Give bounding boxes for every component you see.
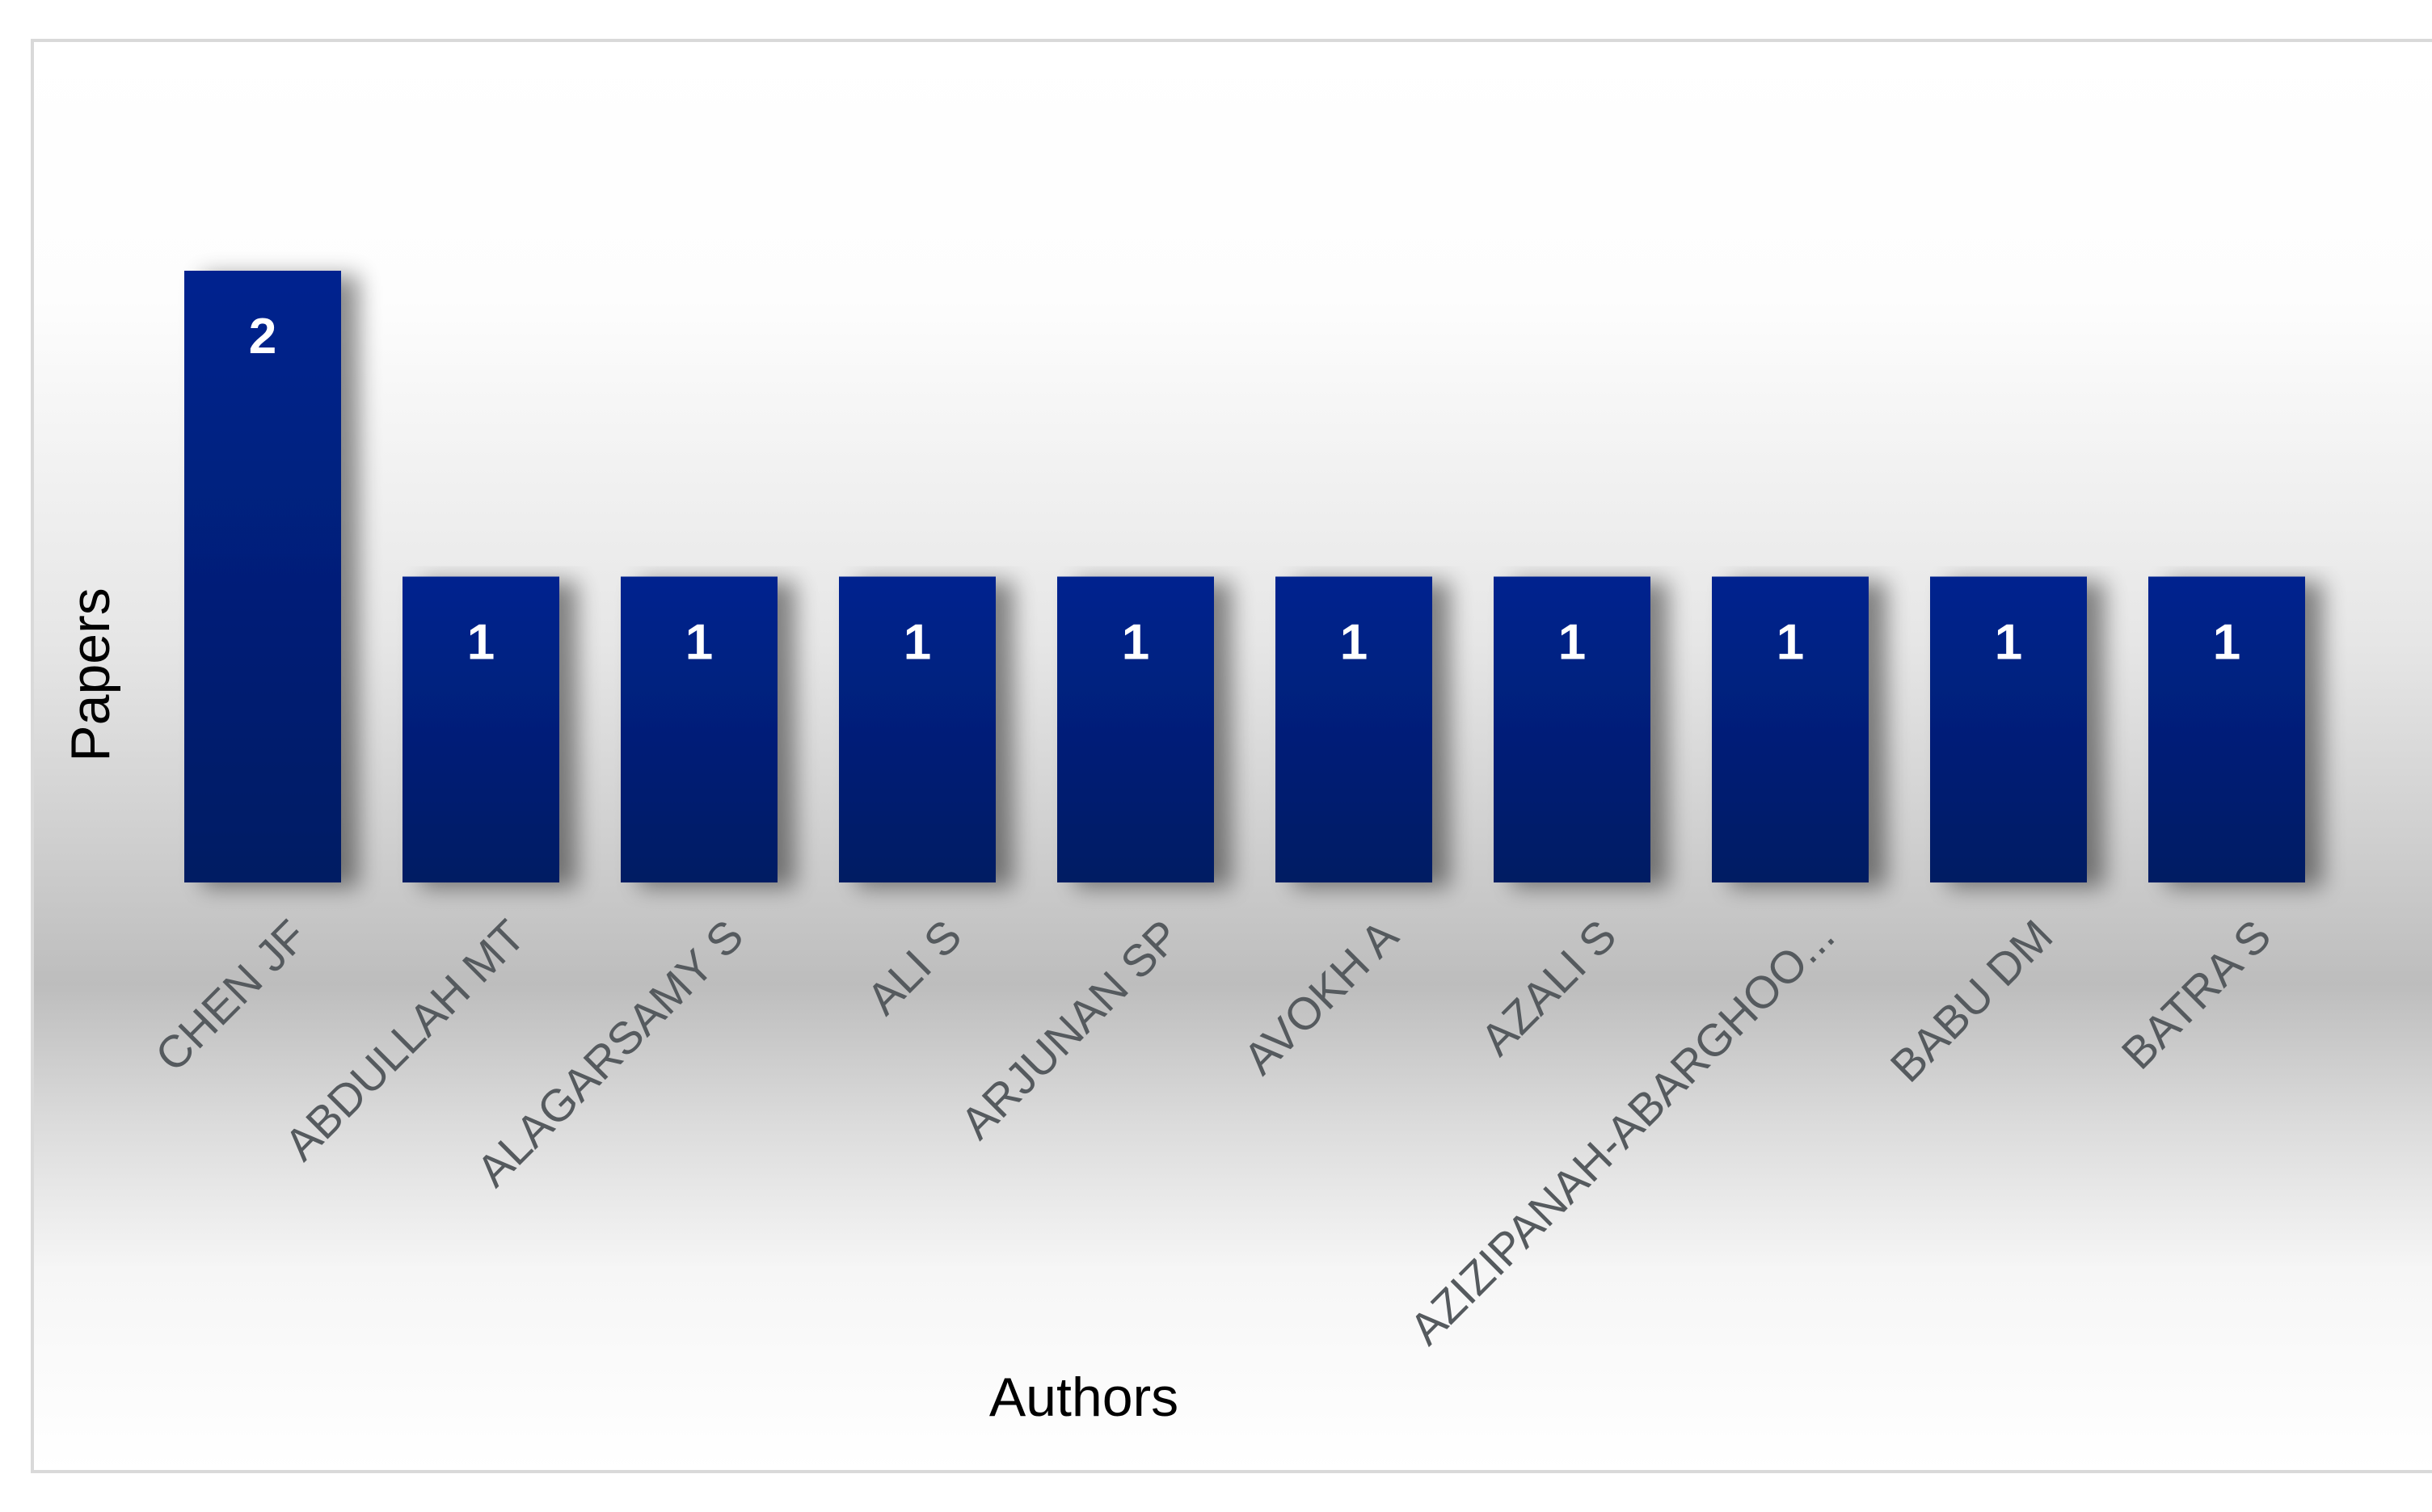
x-axis-title: Authors [989,1367,1178,1428]
x-tick-label: BATRA S [2112,910,2281,1079]
bar-value-label: 1 [1122,615,1149,671]
x-tick-label: BABU DM [1881,910,2063,1092]
bar-1 [403,576,559,882]
bar-5 [1275,576,1432,882]
bars-group [184,271,2305,882]
bar-value-label: 1 [1340,615,1368,671]
x-tick-label: CHEN JF [145,910,317,1081]
bar-8 [1930,576,2087,882]
x-tick-label: AZIZIPANAH-ABARGHOO... [1400,910,1844,1354]
bar-2 [621,576,778,882]
x-tick-label: ARJUNAN SP [950,910,1189,1148]
bar-value-label: 1 [1558,615,1586,671]
bar-3 [839,576,996,882]
x-tick-label: AZALI S [1470,910,1625,1065]
bar-0 [184,271,341,882]
bar-value-label: 1 [904,615,931,671]
y-axis-title: Papers [60,588,121,761]
bar-value-label: 1 [2213,615,2240,671]
bar-value-label: 1 [685,615,713,671]
bar-value-label: 1 [1995,615,2022,671]
bar-4 [1057,576,1214,882]
bar-value-label: 1 [467,615,495,671]
bar-7 [1712,576,1869,882]
bar-9 [2148,576,2305,882]
x-tick-label: ALI S [857,910,971,1024]
bar-value-label: 2 [249,309,276,364]
bar-6 [1494,576,1650,882]
bar-value-label: 1 [1777,615,1804,671]
value-labels-group: 2 1 1 1 1 1 1 1 1 1 [249,309,2240,671]
x-tick-label: AVOKH A [1233,909,1408,1084]
